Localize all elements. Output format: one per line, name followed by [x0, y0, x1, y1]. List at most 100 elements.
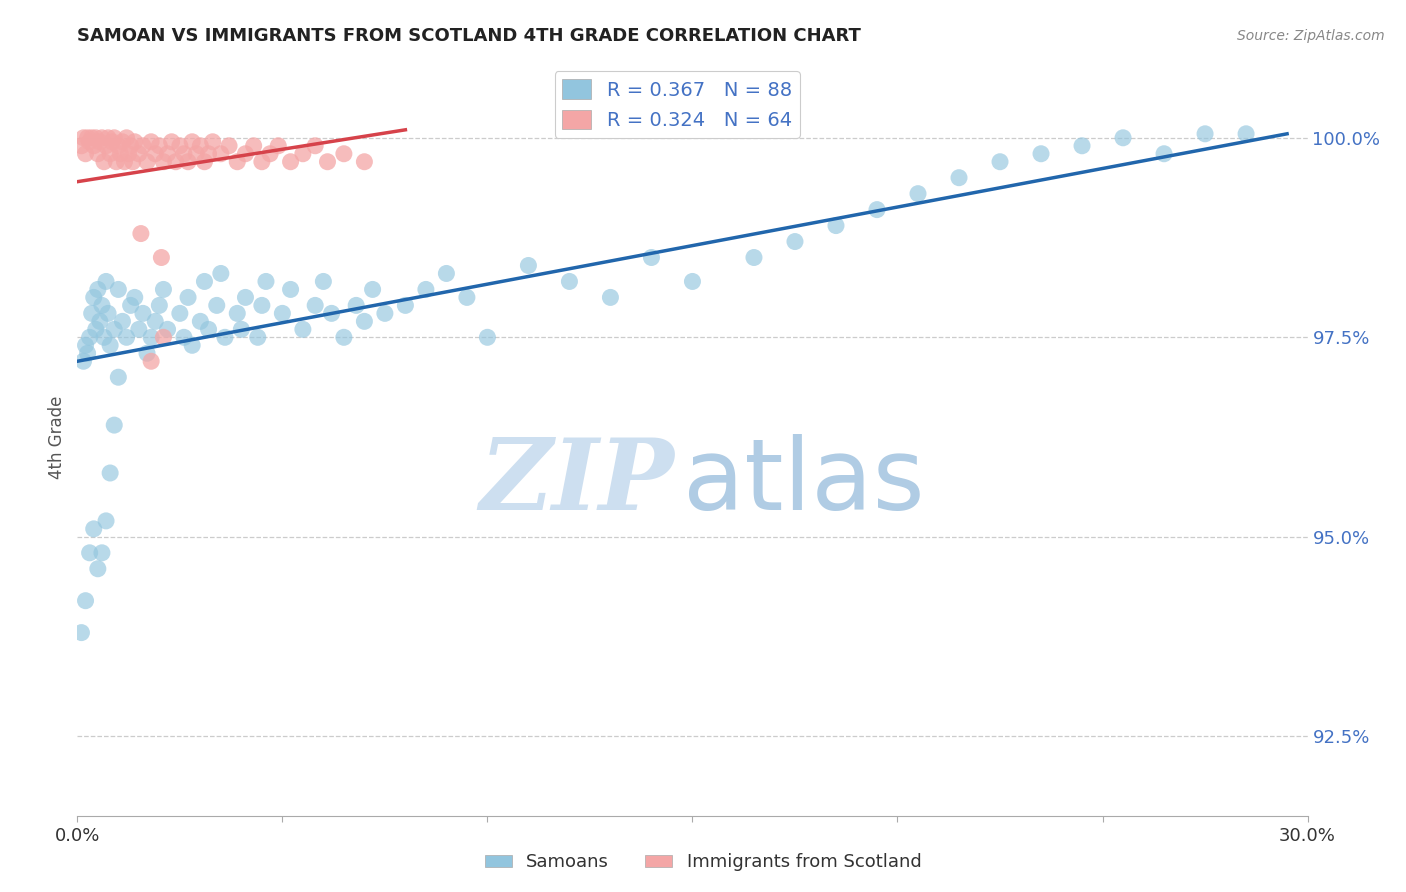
Point — [97, 306, 120, 320]
Point — [107, 282, 129, 296]
Point — [156, 322, 179, 336]
Point — [128, 322, 150, 336]
Point — [304, 298, 326, 312]
Point — [173, 146, 195, 161]
Point — [148, 138, 170, 153]
Point — [105, 154, 128, 169]
Point — [907, 186, 929, 201]
Point — [111, 314, 134, 328]
Point — [361, 282, 384, 296]
Point — [948, 170, 970, 185]
Point — [148, 298, 170, 312]
Point — [193, 275, 215, 289]
Point — [111, 135, 134, 149]
Point — [98, 466, 121, 480]
Text: SAMOAN VS IMMIGRANTS FROM SCOTLAND 4TH GRADE CORRELATION CHART: SAMOAN VS IMMIGRANTS FROM SCOTLAND 4TH G… — [77, 28, 862, 45]
Point — [98, 146, 121, 161]
Point — [124, 290, 146, 304]
Point — [76, 346, 98, 360]
Point — [1112, 130, 1135, 145]
Point — [205, 298, 228, 312]
Point — [94, 138, 117, 153]
Point — [115, 330, 138, 344]
Point — [246, 330, 269, 344]
Point — [280, 154, 302, 169]
Point — [640, 251, 662, 265]
Point — [599, 290, 621, 304]
Point — [94, 514, 117, 528]
Text: atlas: atlas — [683, 434, 924, 531]
Point — [90, 298, 114, 312]
Point — [150, 251, 173, 265]
Point — [226, 154, 249, 169]
Point — [353, 314, 375, 328]
Point — [89, 314, 111, 328]
Point — [312, 275, 335, 289]
Point — [169, 138, 191, 153]
Point — [87, 146, 110, 161]
Point — [177, 290, 200, 304]
Point — [141, 135, 163, 149]
Point — [394, 298, 416, 312]
Point — [84, 322, 107, 336]
Point — [83, 138, 105, 153]
Point — [90, 546, 114, 560]
Point — [76, 130, 98, 145]
Point — [1029, 146, 1052, 161]
Point — [110, 146, 132, 161]
Point — [75, 338, 97, 352]
Point — [321, 306, 343, 320]
Legend: Samoans, Immigrants from Scotland: Samoans, Immigrants from Scotland — [478, 847, 928, 879]
Point — [160, 135, 183, 149]
Point — [186, 146, 208, 161]
Point — [267, 138, 290, 153]
Point — [98, 338, 121, 352]
Point — [517, 259, 540, 273]
Point — [280, 282, 302, 296]
Point — [1234, 127, 1257, 141]
Point — [988, 154, 1011, 169]
Point — [103, 322, 125, 336]
Point — [97, 130, 120, 145]
Point — [107, 370, 129, 384]
Point — [374, 306, 396, 320]
Point — [226, 306, 249, 320]
Point — [70, 625, 93, 640]
Y-axis label: 4th Grade: 4th Grade — [48, 395, 66, 479]
Point — [181, 338, 204, 352]
Point — [83, 290, 105, 304]
Point — [129, 227, 152, 241]
Point — [132, 306, 155, 320]
Point — [866, 202, 889, 217]
Point — [103, 418, 125, 433]
Point — [209, 267, 232, 281]
Point — [682, 275, 704, 289]
Point — [79, 135, 101, 149]
Point — [152, 282, 174, 296]
Point — [141, 354, 163, 368]
Point — [107, 138, 129, 153]
Point — [79, 330, 101, 344]
Point — [254, 275, 277, 289]
Point — [333, 146, 356, 161]
Point — [124, 135, 146, 149]
Point — [231, 322, 253, 336]
Point — [103, 130, 125, 145]
Point — [558, 275, 581, 289]
Point — [415, 282, 437, 296]
Point — [1071, 138, 1094, 153]
Point — [193, 154, 215, 169]
Point — [436, 267, 458, 281]
Point — [181, 135, 204, 149]
Point — [197, 146, 219, 161]
Point — [235, 146, 257, 161]
Point — [235, 290, 257, 304]
Point — [250, 298, 273, 312]
Point — [173, 330, 195, 344]
Point — [477, 330, 499, 344]
Point — [291, 322, 314, 336]
Point — [165, 154, 187, 169]
Text: Source: ZipAtlas.com: Source: ZipAtlas.com — [1237, 29, 1385, 43]
Point — [72, 354, 94, 368]
Point — [128, 146, 150, 161]
